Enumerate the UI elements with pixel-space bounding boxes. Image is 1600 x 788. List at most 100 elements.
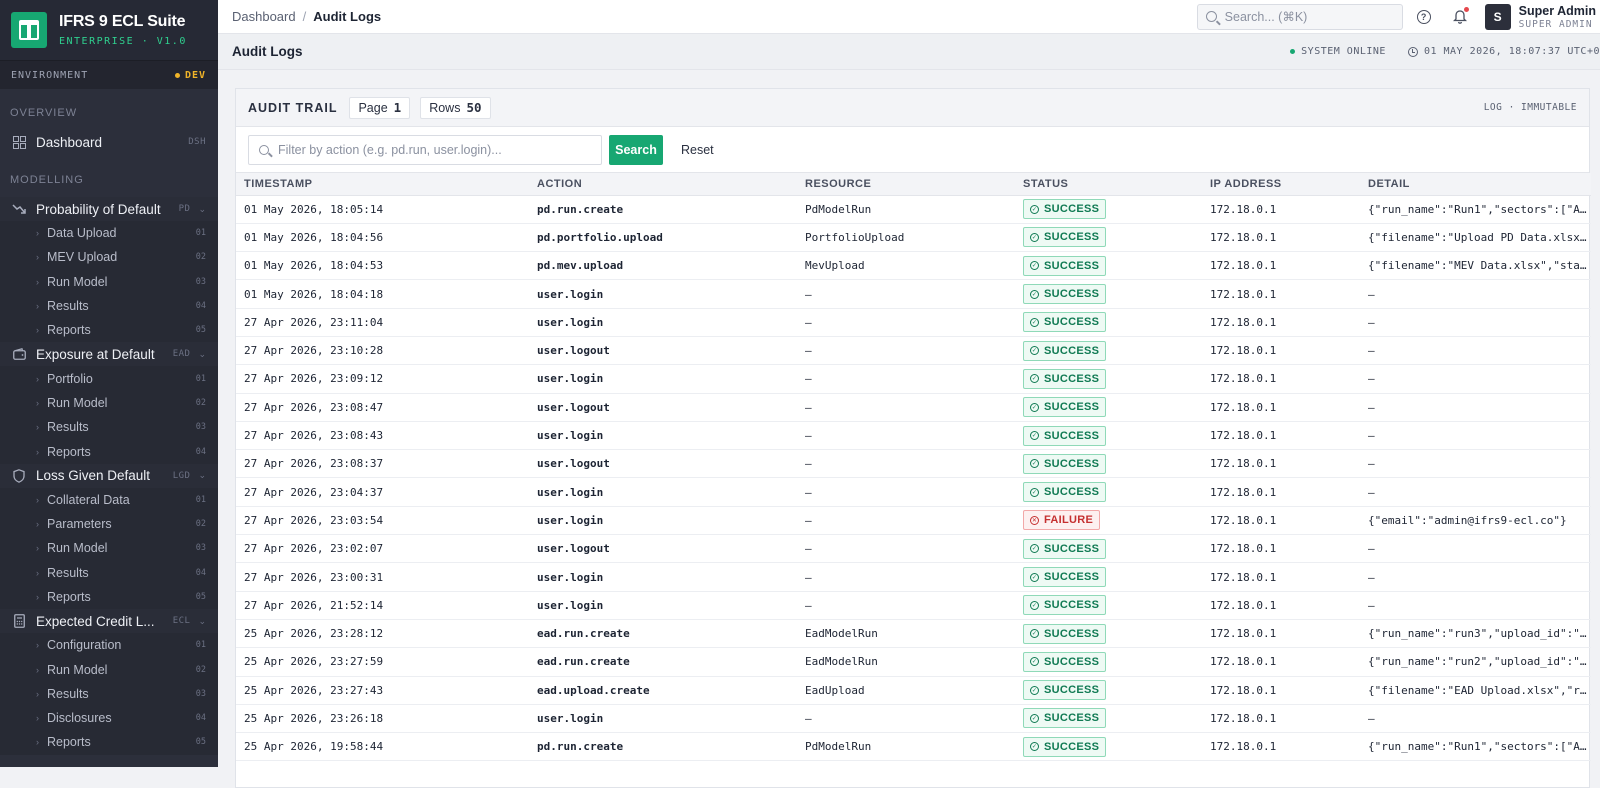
cell-status: ✓ SUCCESS [1015, 336, 1202, 366]
column-header-resource[interactable]: RESOURCE [797, 173, 1015, 196]
cell-detail: — [1360, 704, 1591, 734]
audit-table: TIMESTAMP ACTION RESOURCE STATUS IP ADDR… [236, 173, 1591, 762]
sidebar-item-ecl-run-model[interactable]: › Run Model 02 [0, 657, 218, 681]
table-row[interactable]: 27 Apr 2026, 23:08:37 user.logout — ✓ SUCCES… [236, 449, 1591, 479]
user-menu[interactable]: S Super Admin SUPER ADMIN [1484, 3, 1596, 30]
table-row[interactable]: 27 Apr 2026, 23:09:12 user.login — ✓ SUCCESS… [236, 364, 1591, 394]
status-badge-text: SUCCESS [1044, 542, 1100, 555]
cell-detail: — [1360, 562, 1591, 592]
table-row[interactable]: 27 Apr 2026, 23:02:07 user.logout — ✓ SUCCES… [236, 534, 1591, 564]
sidebar-item-lgd-parameters[interactable]: › Parameters 02 [0, 512, 218, 536]
cell-detail: — [1360, 279, 1591, 309]
table-row[interactable]: 25 Apr 2026, 23:28:12 ead.run.create EadMo… [236, 619, 1591, 649]
sidebar-item-lgd-run-model[interactable]: › Run Model 03 [0, 536, 218, 560]
chevron-right-icon: › [36, 737, 39, 748]
cell-detail: {"filename":"EAD Upload.xlsx","r... [1360, 676, 1591, 705]
cell-resource: — [797, 562, 1015, 592]
nav-group-head-ecl[interactable]: Expected Credit L... ECL ⌄ [0, 609, 218, 633]
table-row[interactable]: 27 Apr 2026, 21:52:14 user.login — ✓ SUCCESS… [236, 591, 1591, 620]
table-row[interactable]: 27 Apr 2026, 23:08:43 user.login — ✓ SUCCESS… [236, 421, 1591, 451]
table-row[interactable]: 27 Apr 2026, 23:04:37 user.login — ✓ SUCCESS… [236, 477, 1591, 507]
column-header-action[interactable]: ACTION [529, 173, 797, 196]
cell-action: pd.run.create [529, 732, 797, 762]
sidebar-item-ead-results[interactable]: › Results 03 [0, 415, 218, 439]
reset-button[interactable]: Reset [681, 142, 714, 157]
sidebar-item-label: Results [47, 299, 89, 314]
table-row[interactable]: 27 Apr 2026, 23:08:47 user.logout — ✓ SUCCES… [236, 393, 1591, 422]
clock-icon [1407, 46, 1418, 57]
search-icon [259, 144, 269, 155]
sidebar-item-pd-mev-upload[interactable]: › MEV Upload 02 [0, 245, 218, 269]
cell-detail: — [1360, 364, 1591, 394]
nav-group-head-ead[interactable]: Exposure at Default EAD ⌄ [0, 342, 218, 366]
sidebar-item-ead-portfolio[interactable]: › Portfolio 01 [0, 366, 218, 390]
cell-detail: — [1360, 534, 1591, 564]
column-header-ip-address[interactable]: IP ADDRESS [1202, 173, 1360, 196]
cell-timestamp: 27 Apr 2026, 23:10:28 [236, 336, 529, 366]
cell-timestamp: 25 Apr 2026, 23:27:59 [236, 647, 529, 677]
cell-detail: {"run_name":"Run1","sectors":["A... [1360, 195, 1591, 224]
table-row[interactable]: 25 Apr 2026, 19:58:44 pd.run.create PdMode… [236, 732, 1591, 762]
sidebar-item-num: 02 [195, 397, 206, 408]
sidebar-item-dashboard[interactable]: Dashboard DSH [0, 130, 218, 154]
help-button[interactable]: ? [1409, 2, 1439, 32]
check-circle-icon: ✓ [1030, 402, 1039, 412]
sidebar-item-pd-run-model[interactable]: › Run Model 03 [0, 270, 218, 294]
cell-action: user.login [529, 364, 797, 394]
column-header-detail[interactable]: DETAIL [1360, 173, 1591, 196]
sidebar-item-ecl-disclosures[interactable]: › Disclosures 04 [0, 706, 218, 730]
sidebar-item-ecl-reports[interactable]: › Reports 05 [0, 730, 218, 754]
nav-group-head-lgd[interactable]: Loss Given Default LGD ⌄ [0, 464, 218, 488]
table-row[interactable]: 01 May 2026, 18:04:18 user.login — ✓ SUCCESS… [236, 279, 1591, 309]
panel-meta: LOG · IMMUTABLE [1483, 102, 1577, 113]
table-row[interactable]: 01 May 2026, 18:04:56 pd.portfolio.upload… [236, 223, 1591, 253]
status-badge-text: SUCCESS [1044, 316, 1100, 329]
table-row[interactable]: 01 May 2026, 18:05:14 pd.run.create PdMode… [236, 195, 1591, 224]
sidebar-item-ecl-configuration[interactable]: › Configuration 01 [0, 633, 218, 657]
table-row[interactable]: 27 Apr 2026, 23:03:54 user.login — ✕ FAILURE… [236, 506, 1591, 536]
sidebar-item-num: 03 [195, 422, 206, 433]
breadcrumb-root-link[interactable]: Dashboard [232, 9, 296, 24]
check-circle-icon: ✓ [1030, 346, 1039, 356]
table-row[interactable]: 27 Apr 2026, 23:11:04 user.login — ✓ SUCCESS… [236, 308, 1591, 337]
table-row[interactable]: 27 Apr 2026, 23:00:31 user.login — ✓ SUCCESS… [236, 562, 1591, 592]
cell-resource: EadModelRun [797, 647, 1015, 677]
nav-group-head-pd[interactable]: Probability of Default PD ⌄ [0, 197, 218, 221]
cell-status: ✓ SUCCESS [1015, 647, 1202, 677]
sidebar-item-num: 03 [195, 276, 206, 287]
sidebar-item-num: 01 [195, 228, 206, 239]
nav-group-label: Loss Given Default [36, 468, 151, 484]
section-label-overview: OVERVIEW [10, 107, 78, 119]
table-row[interactable]: 25 Apr 2026, 23:27:43 ead.upload.create Ea… [236, 676, 1591, 705]
table-row[interactable]: 25 Apr 2026, 23:26:18 user.login — ✓ SUCCESS… [236, 704, 1591, 734]
cell-action: user.login [529, 562, 797, 592]
sidebar-item-ecl-results[interactable]: › Results 03 [0, 682, 218, 706]
notifications-button[interactable] [1445, 2, 1475, 32]
cell-status: ✓ SUCCESS [1015, 732, 1202, 762]
column-header-status[interactable]: STATUS [1015, 173, 1202, 196]
global-search-input[interactable]: Search... (⌘K) [1196, 3, 1403, 30]
global-search-placeholder: Search... (⌘K) [1224, 10, 1308, 24]
search-button[interactable]: Search [609, 134, 663, 165]
section-label-modelling: MODELLING [10, 174, 84, 186]
sidebar-item-lgd-collateral-data[interactable]: › Collateral Data 01 [0, 488, 218, 512]
column-header-timestamp[interactable]: TIMESTAMP [236, 173, 529, 196]
table-row[interactable]: 27 Apr 2026, 23:10:28 user.logout — ✓ SUCCES… [236, 336, 1591, 366]
sidebar-item-pd-results[interactable]: › Results 04 [0, 294, 218, 318]
table-row[interactable]: 01 May 2026, 18:04:53 pd.mev.upload MevUpl… [236, 251, 1591, 281]
sidebar-item-label: Run Model [47, 274, 108, 289]
sidebar-item-lgd-results[interactable]: › Results 04 [0, 561, 218, 585]
cell-detail: — [1360, 336, 1591, 366]
sidebar-item-lgd-reports[interactable]: › Reports 05 [0, 585, 218, 609]
table-row[interactable]: 25 Apr 2026, 23:27:59 ead.run.create EadMo… [236, 647, 1591, 677]
action-filter-input[interactable]: Filter by action (e.g. pd.run, user.logi… [248, 134, 602, 165]
sidebar-item-ead-run-model[interactable]: › Run Model 02 [0, 391, 218, 415]
status-badge: ✓ SUCCESS [1023, 255, 1107, 276]
sidebar-item-pd-data-upload[interactable]: › Data Upload 01 [0, 221, 218, 245]
check-circle-icon: ✓ [1030, 657, 1039, 667]
cell-detail: {"run_name":"Run1","sectors":["A... [1360, 732, 1591, 762]
sidebar-item-pd-reports[interactable]: › Reports 05 [0, 318, 218, 342]
sidebar-item-ead-reports[interactable]: › Reports 04 [0, 439, 218, 463]
brand[interactable]: IFRS 9 ECL Suite ENTERPRISE · V1.0 [0, 0, 218, 60]
sidebar-item-label: Run Model [47, 662, 108, 677]
